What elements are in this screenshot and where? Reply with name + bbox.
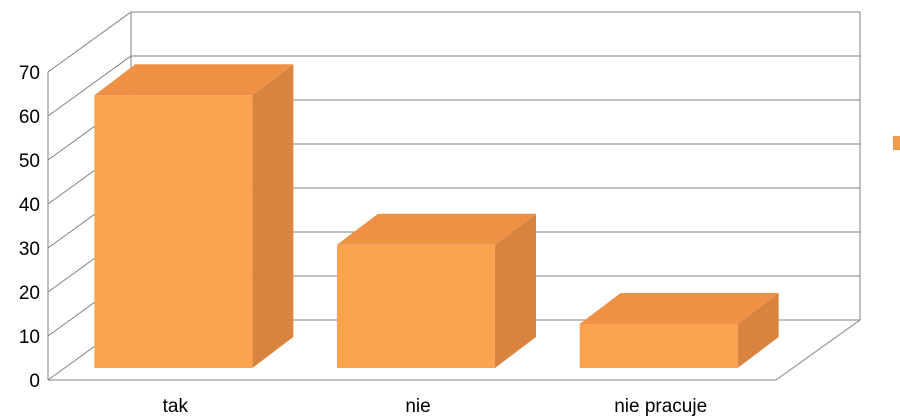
bar-top	[94, 64, 294, 96]
bar-front	[337, 244, 495, 368]
y-tick-label: 60	[19, 107, 40, 128]
gridline-diagonal	[47, 11, 132, 73]
bar-front	[579, 324, 738, 368]
y-tick-label: 30	[19, 239, 40, 260]
bar-side	[252, 64, 294, 368]
x-axis-labels: tak nie nie pracuje	[163, 396, 707, 417]
y-tick-label: 0	[29, 371, 40, 392]
bar-top	[337, 213, 536, 245]
legend-swatch	[893, 136, 900, 150]
x-tick-label: nie	[405, 396, 430, 417]
y-axis-ticks: 0 10 20 30 40 50 60 70	[19, 63, 40, 392]
gridline-diagonal	[47, 55, 132, 117]
y-tick-label: 10	[19, 327, 40, 348]
floor-right-edge	[775, 319, 861, 381]
bar-tak	[94, 64, 294, 368]
y-tick-label: 20	[19, 283, 40, 304]
bar-nie	[337, 213, 536, 368]
bar-front	[94, 95, 253, 368]
bars	[94, 64, 779, 368]
x-tick-label: tak	[163, 396, 189, 417]
legend	[893, 136, 900, 150]
y-tick-label: 50	[19, 151, 40, 172]
bar-nie-pracuje	[579, 293, 779, 368]
y-tick-label: 70	[19, 63, 40, 84]
y-tick-label: 40	[19, 195, 40, 216]
x-tick-label: nie pracuje	[614, 396, 707, 417]
bar-top	[579, 293, 779, 324]
bar-side	[737, 293, 779, 368]
bar-side	[495, 213, 536, 368]
